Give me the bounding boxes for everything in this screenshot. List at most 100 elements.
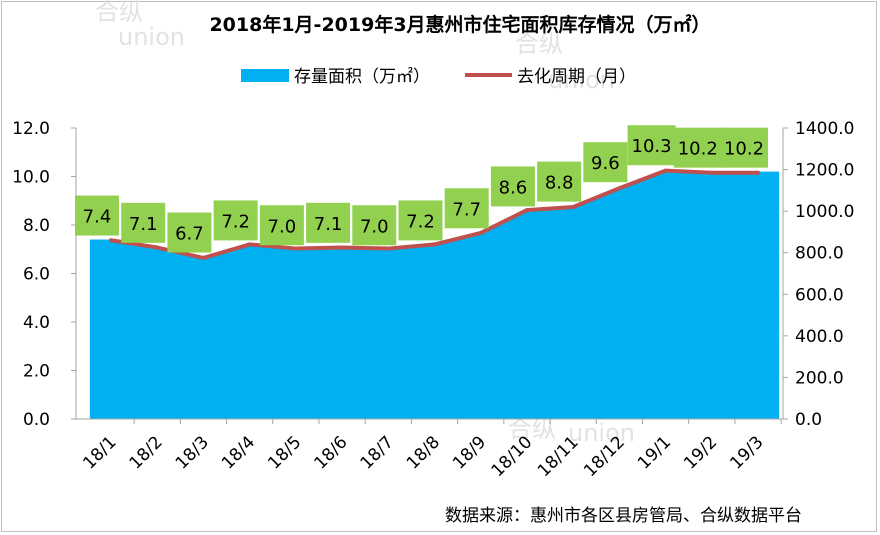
data-label-box [306, 202, 351, 243]
data-label-box [720, 127, 768, 168]
line-point [617, 186, 622, 191]
data-label: 7.0 [352, 205, 397, 246]
data-label-box [213, 200, 258, 241]
left-tick-label: 8.0 [23, 216, 50, 236]
data-label: 7.2 [398, 200, 443, 241]
line-point [247, 242, 252, 247]
data-label: 7.4 [75, 195, 119, 236]
x-tick-label: 18/2 [126, 432, 167, 473]
x-tick-label: 18/3 [172, 432, 213, 473]
data-label: 6.7 [167, 212, 212, 253]
data-label-box [75, 195, 119, 236]
line-point [663, 168, 668, 173]
right-tick-label: 1200.0 [795, 161, 854, 181]
data-label-text: 9.6 [591, 153, 620, 174]
data-label: 10.3 [627, 125, 676, 166]
data-label: 7.1 [121, 202, 166, 243]
right-tick-label: 400.0 [795, 327, 844, 347]
x-tick-label: 18/8 [403, 432, 444, 473]
data-label-box [121, 202, 166, 243]
data-label-box [673, 127, 722, 168]
x-tick-label: 19/3 [726, 432, 767, 473]
data-label-text: 10.2 [678, 139, 718, 160]
x-tick-label: 18/9 [449, 432, 490, 473]
data-label-text: 10.3 [632, 136, 672, 157]
line-point [386, 246, 391, 251]
watermark: union [548, 66, 615, 94]
line-point [340, 245, 345, 250]
line-point [571, 204, 576, 209]
data-label-box [398, 200, 443, 241]
line-point [709, 170, 714, 175]
data-label-text: 7.0 [268, 216, 297, 237]
line-point [756, 170, 760, 175]
watermark: union [568, 419, 635, 447]
legend-swatch-area [241, 69, 289, 82]
watermark: union [118, 23, 185, 51]
data-label-box [537, 161, 582, 202]
right-tick-label: 1400.0 [795, 119, 854, 139]
data-label-box [490, 166, 535, 207]
left-tick-label: 2.0 [23, 362, 50, 382]
data-label-text: 7.1 [314, 214, 343, 235]
data-label: 7.1 [306, 202, 351, 243]
right-tick-label: 600.0 [795, 285, 844, 305]
x-tick-label: 18/6 [310, 432, 351, 473]
data-label-text: 7.2 [406, 211, 435, 232]
data-label: 7.7 [444, 188, 489, 229]
right-tick-label: 200.0 [795, 368, 844, 388]
source-note: 数据来源：惠州市各区县房管局、合纵数据平台 [445, 506, 802, 526]
x-tick-label: 18/1 [79, 432, 120, 473]
x-tick-label: 18/7 [357, 432, 398, 473]
data-label: 10.2 [720, 127, 768, 168]
data-label-box [167, 212, 212, 253]
line-point [478, 230, 483, 235]
line-point [155, 245, 160, 250]
data-label-text: 10.2 [724, 139, 764, 160]
legend-label-area: 存量面积（万㎡） [294, 67, 430, 87]
line-point [524, 208, 529, 213]
data-label-box [627, 125, 676, 166]
left-tick-label: 12.0 [12, 119, 50, 139]
right-tick-label: 1000.0 [795, 202, 854, 222]
data-label: 8.6 [490, 166, 535, 207]
line-point [201, 255, 206, 260]
data-label-box [259, 205, 304, 246]
data-label: 7.0 [259, 205, 304, 246]
right-tick-label: 0.0 [795, 410, 822, 430]
x-tick-label: 18/5 [264, 432, 305, 473]
data-label-text: 8.6 [499, 177, 528, 198]
left-tick-label: 4.0 [23, 313, 50, 333]
watermark: 合纵 [515, 30, 563, 58]
left-tick-label: 0.0 [23, 410, 50, 430]
watermark: 合纵 [95, 0, 143, 26]
data-label-text: 7.2 [221, 211, 250, 232]
data-label: 10.2 [673, 127, 722, 168]
x-tick-label: 19/2 [680, 432, 721, 473]
data-label-text: 6.7 [175, 224, 204, 245]
x-tick-label: 18/4 [218, 432, 259, 473]
left-tick-label: 6.0 [23, 265, 50, 285]
data-label-box [352, 205, 397, 246]
line-point [109, 238, 113, 243]
data-label-box [444, 188, 489, 229]
data-label-text: 7.4 [83, 207, 112, 228]
x-tick-label: 19/1 [634, 432, 675, 473]
data-label: 8.8 [537, 161, 582, 202]
data-label: 7.2 [213, 200, 258, 241]
data-label-text: 7.0 [360, 216, 389, 237]
line-point [293, 246, 298, 251]
data-label-text: 7.1 [129, 214, 158, 235]
legend-label-line: 去化周期（月） [517, 67, 636, 87]
data-label: 9.6 [583, 142, 628, 183]
data-label-text: 7.7 [452, 199, 481, 220]
area-series-inventory [89, 169, 780, 419]
left-tick-label: 10.0 [12, 168, 50, 188]
watermark: 合纵 [508, 415, 556, 443]
right-tick-label: 800.0 [795, 244, 844, 264]
data-label-box [583, 142, 628, 183]
data-label-text: 8.8 [545, 173, 574, 194]
line-point [432, 242, 437, 247]
